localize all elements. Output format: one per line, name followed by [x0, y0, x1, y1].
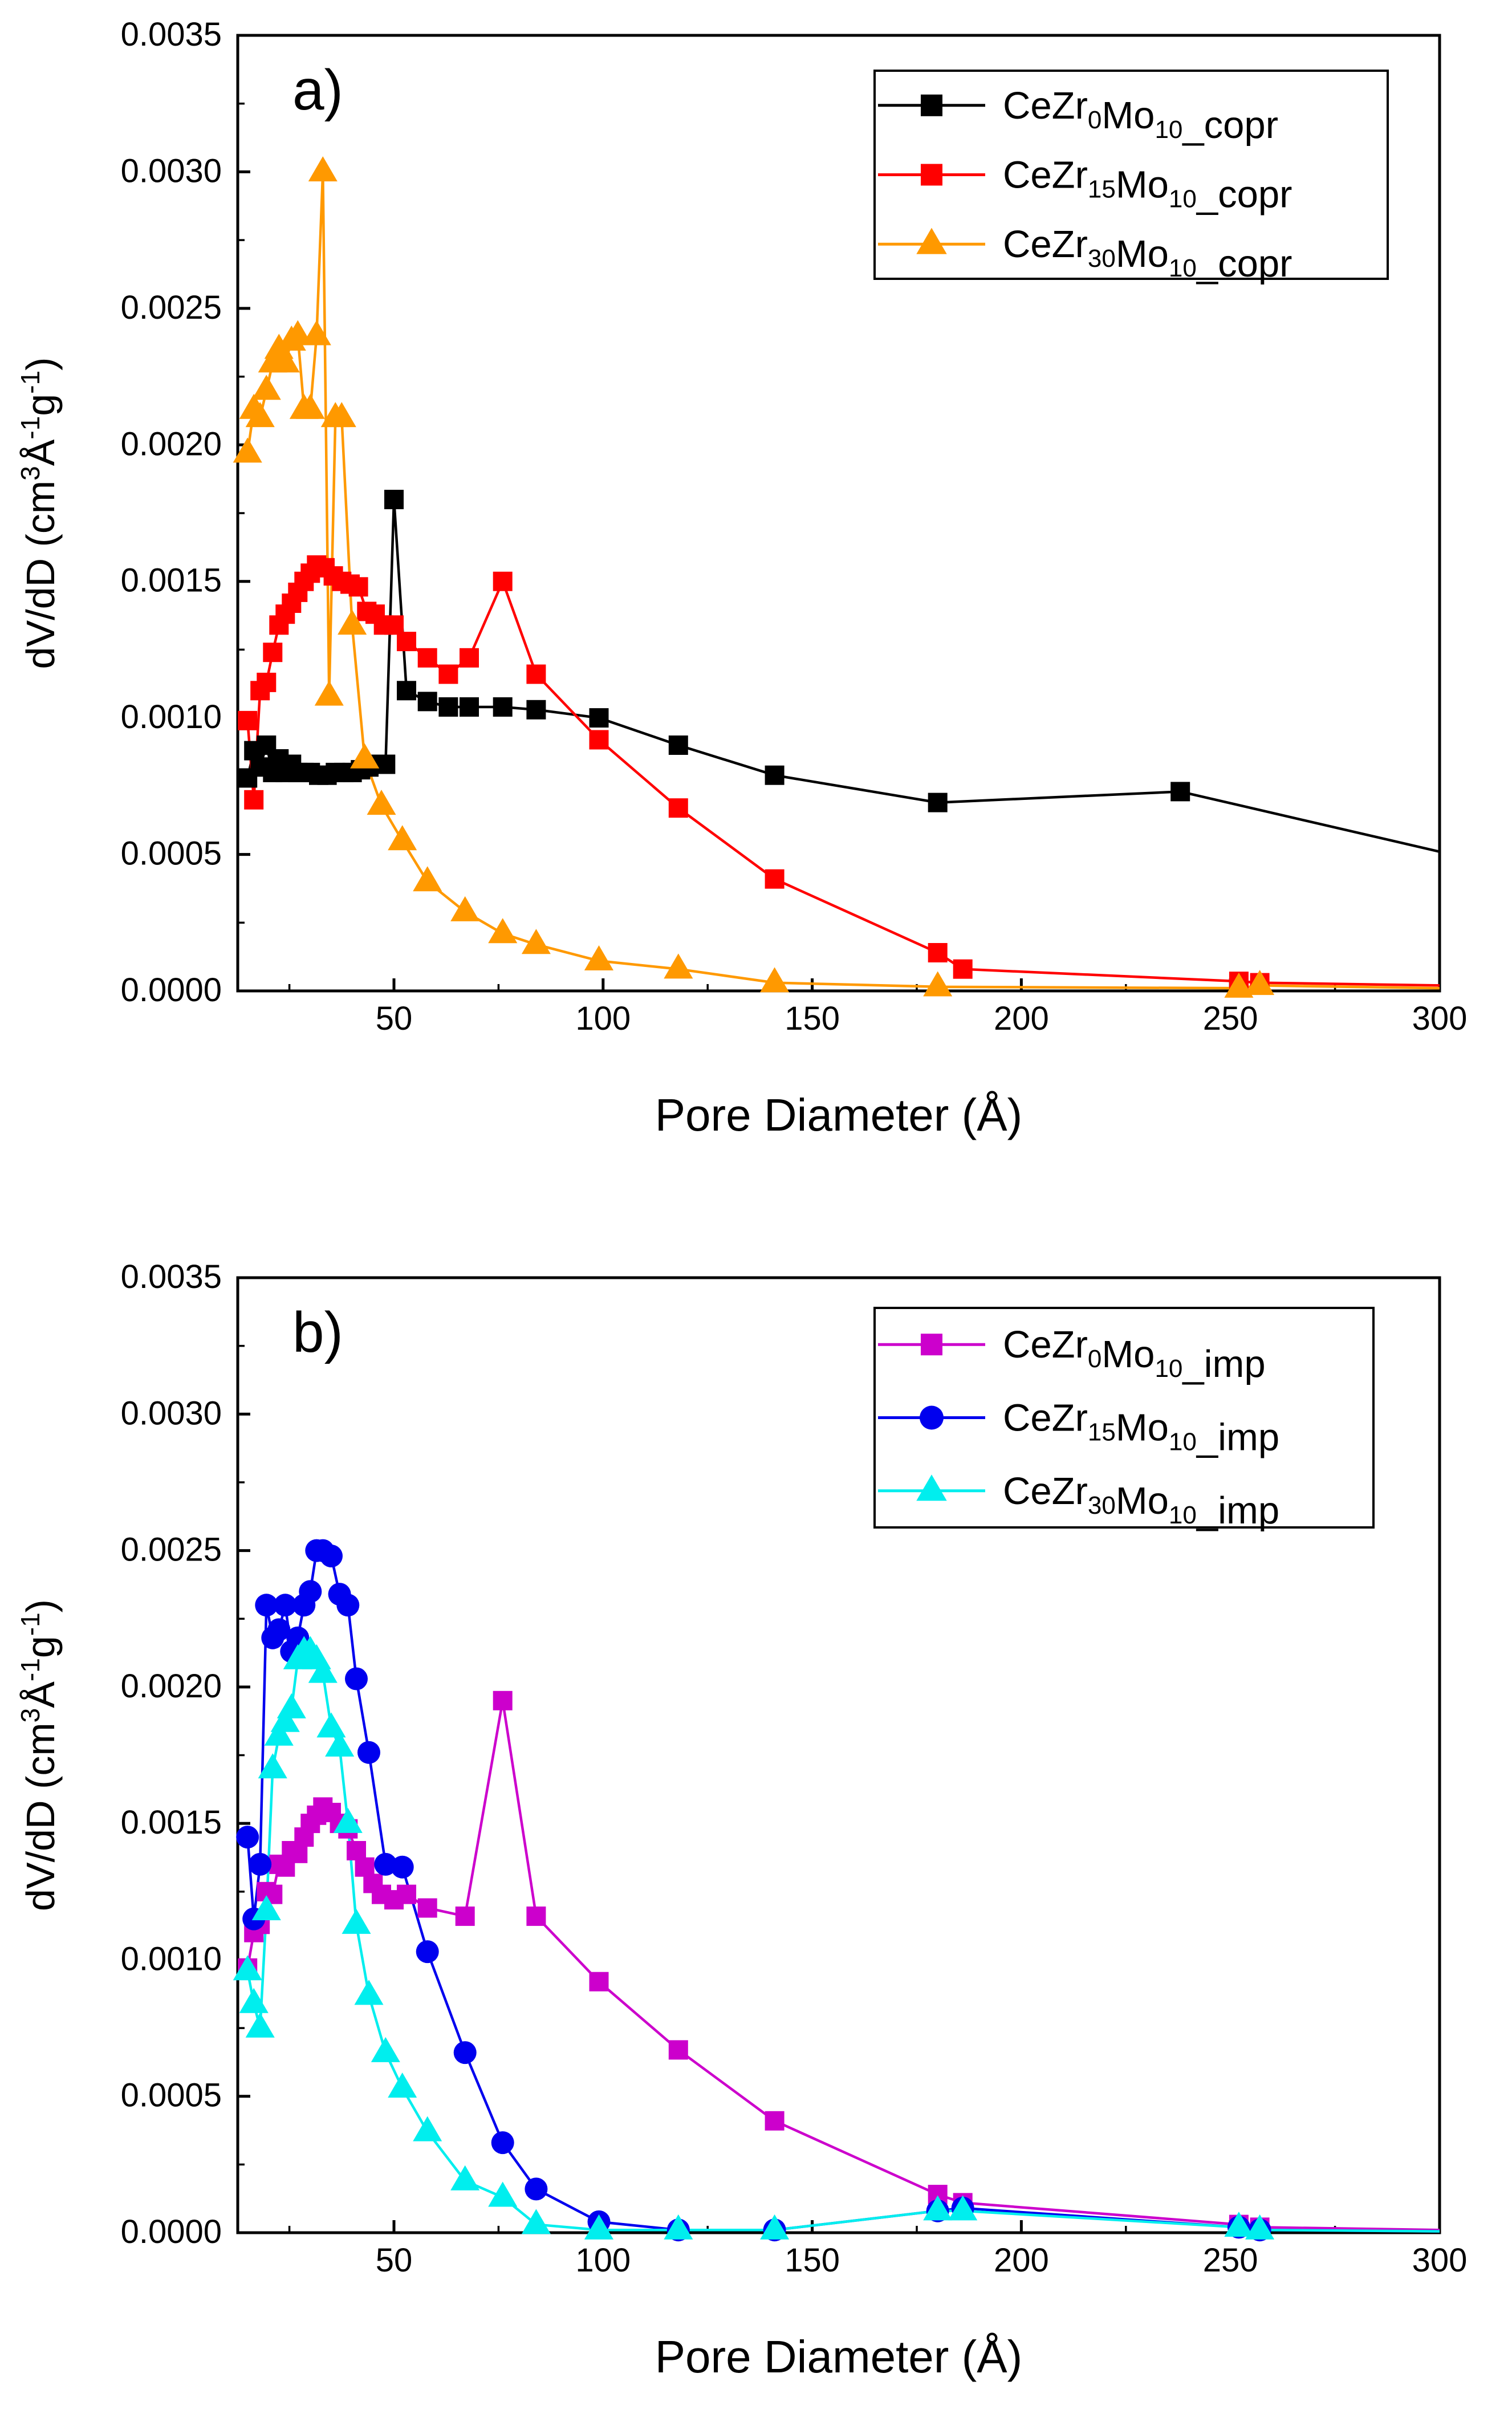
svg-text:150: 150	[785, 2242, 840, 2279]
svg-text:0.0015: 0.0015	[121, 562, 222, 599]
svg-text:Pore Diameter (Å): Pore Diameter (Å)	[655, 2331, 1023, 2382]
svg-text:50: 50	[376, 1000, 413, 1037]
svg-text:200: 200	[994, 1000, 1049, 1037]
svg-text:50: 50	[376, 2242, 413, 2279]
svg-text:0.0010: 0.0010	[121, 698, 222, 735]
svg-text:300: 300	[1412, 1000, 1468, 1037]
svg-text:200: 200	[994, 2242, 1049, 2279]
svg-text:0.0005: 0.0005	[121, 835, 222, 872]
svg-text:0.0025: 0.0025	[121, 1531, 222, 1568]
svg-text:0.0015: 0.0015	[121, 1804, 222, 1841]
svg-text:250: 250	[1203, 2242, 1258, 2279]
svg-text:dV/dD (cm3Å-1g-1): dV/dD (cm3Å-1g-1)	[15, 357, 63, 669]
svg-text:0.0020: 0.0020	[121, 425, 222, 462]
svg-text:0.0020: 0.0020	[121, 1668, 222, 1705]
svg-text:b): b)	[292, 1301, 343, 1364]
svg-text:100: 100	[575, 2242, 631, 2279]
svg-text:0.0030: 0.0030	[121, 152, 222, 189]
svg-text:250: 250	[1203, 1000, 1258, 1037]
svg-text:0.0030: 0.0030	[121, 1395, 222, 1432]
svg-text:100: 100	[575, 1000, 631, 1037]
svg-text:0.0035: 0.0035	[121, 1258, 222, 1295]
svg-text:0.0000: 0.0000	[121, 2213, 222, 2250]
svg-text:dV/dD (cm3Å-1g-1): dV/dD (cm3Å-1g-1)	[15, 1599, 63, 1911]
svg-text:0.0035: 0.0035	[121, 16, 222, 53]
svg-text:Pore Diameter (Å): Pore Diameter (Å)	[655, 1090, 1023, 1140]
svg-text:a): a)	[292, 58, 343, 122]
svg-text:0.0010: 0.0010	[121, 1940, 222, 1977]
svg-text:0.0025: 0.0025	[121, 289, 222, 326]
svg-text:0.0005: 0.0005	[121, 2077, 222, 2114]
svg-text:0.0000: 0.0000	[121, 972, 222, 1009]
svg-text:300: 300	[1412, 2242, 1468, 2279]
svg-text:150: 150	[785, 1000, 840, 1037]
